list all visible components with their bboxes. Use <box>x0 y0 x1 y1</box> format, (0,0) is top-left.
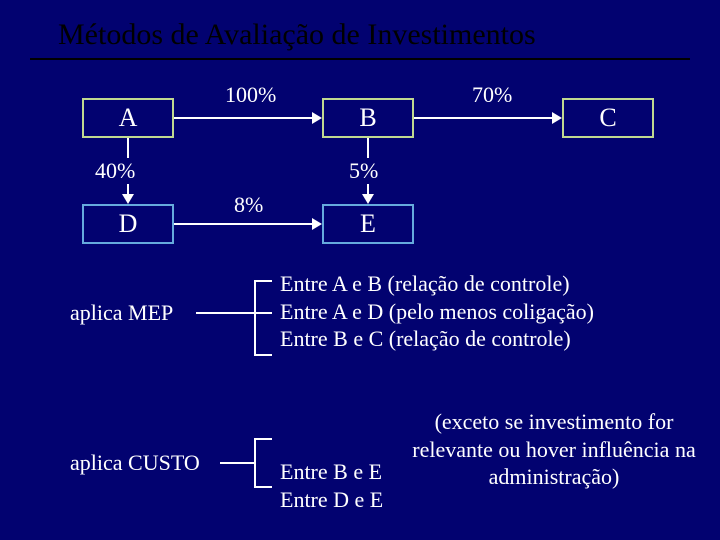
node-b: B <box>322 98 414 138</box>
edge-bc-arrow <box>552 112 562 124</box>
mep-bracket-t2 <box>254 312 272 314</box>
edge-de-arrow <box>312 218 322 230</box>
edge-ad-arrow <box>122 194 134 204</box>
node-c: C <box>562 98 654 138</box>
node-b-label: B <box>359 103 376 133</box>
edge-bc-line <box>414 117 552 119</box>
title-underline <box>30 58 690 60</box>
mep-line-1: Entre A e B (relação de controle) <box>280 270 594 298</box>
edge-de-label: 8% <box>234 192 263 218</box>
edge-ab-line <box>174 117 312 119</box>
edge-ab-arrow <box>312 112 322 124</box>
custo-bracket-t1 <box>254 438 272 440</box>
edge-ab-label: 100% <box>225 82 276 108</box>
edge-be-arrow <box>362 194 374 204</box>
custo-bracket-stem <box>220 462 254 464</box>
mep-lines: Entre A e B (relação de controle) Entre … <box>280 270 594 353</box>
custo-lines-left: Entre B e E Entre D e E <box>280 430 383 513</box>
mep-bracket-stem <box>196 312 254 314</box>
mep-bracket-v <box>254 280 256 356</box>
custo-bracket-t2 <box>254 486 272 488</box>
edge-bc-label: 70% <box>472 82 512 108</box>
mep-bracket-t1 <box>254 280 272 282</box>
edge-ad-label: 40% <box>92 158 138 184</box>
node-a: A <box>82 98 174 138</box>
mep-label: aplica MEP <box>70 300 173 326</box>
custo-line-2: Entre D e E <box>280 486 383 514</box>
custo-label: aplica CUSTO <box>70 450 200 476</box>
mep-bracket-t3 <box>254 354 272 356</box>
edge-be-label: 5% <box>346 158 381 184</box>
slide-title: Métodos de Avaliação de Investimentos <box>58 18 536 52</box>
custo-bracket-v <box>254 438 256 488</box>
node-e-label: E <box>360 209 376 239</box>
custo-aside: (exceto se investimento for relevante ou… <box>404 408 704 491</box>
mep-line-2: Entre A e D (pelo menos coligação) <box>280 298 594 326</box>
node-d: D <box>82 204 174 244</box>
node-d-label: D <box>119 209 138 239</box>
mep-line-3: Entre B e C (relação de controle) <box>280 325 594 353</box>
node-c-label: C <box>599 103 616 133</box>
node-e: E <box>322 204 414 244</box>
custo-line-1: Entre B e E <box>280 458 383 486</box>
node-a-label: A <box>119 103 138 133</box>
edge-de-line <box>174 223 312 225</box>
